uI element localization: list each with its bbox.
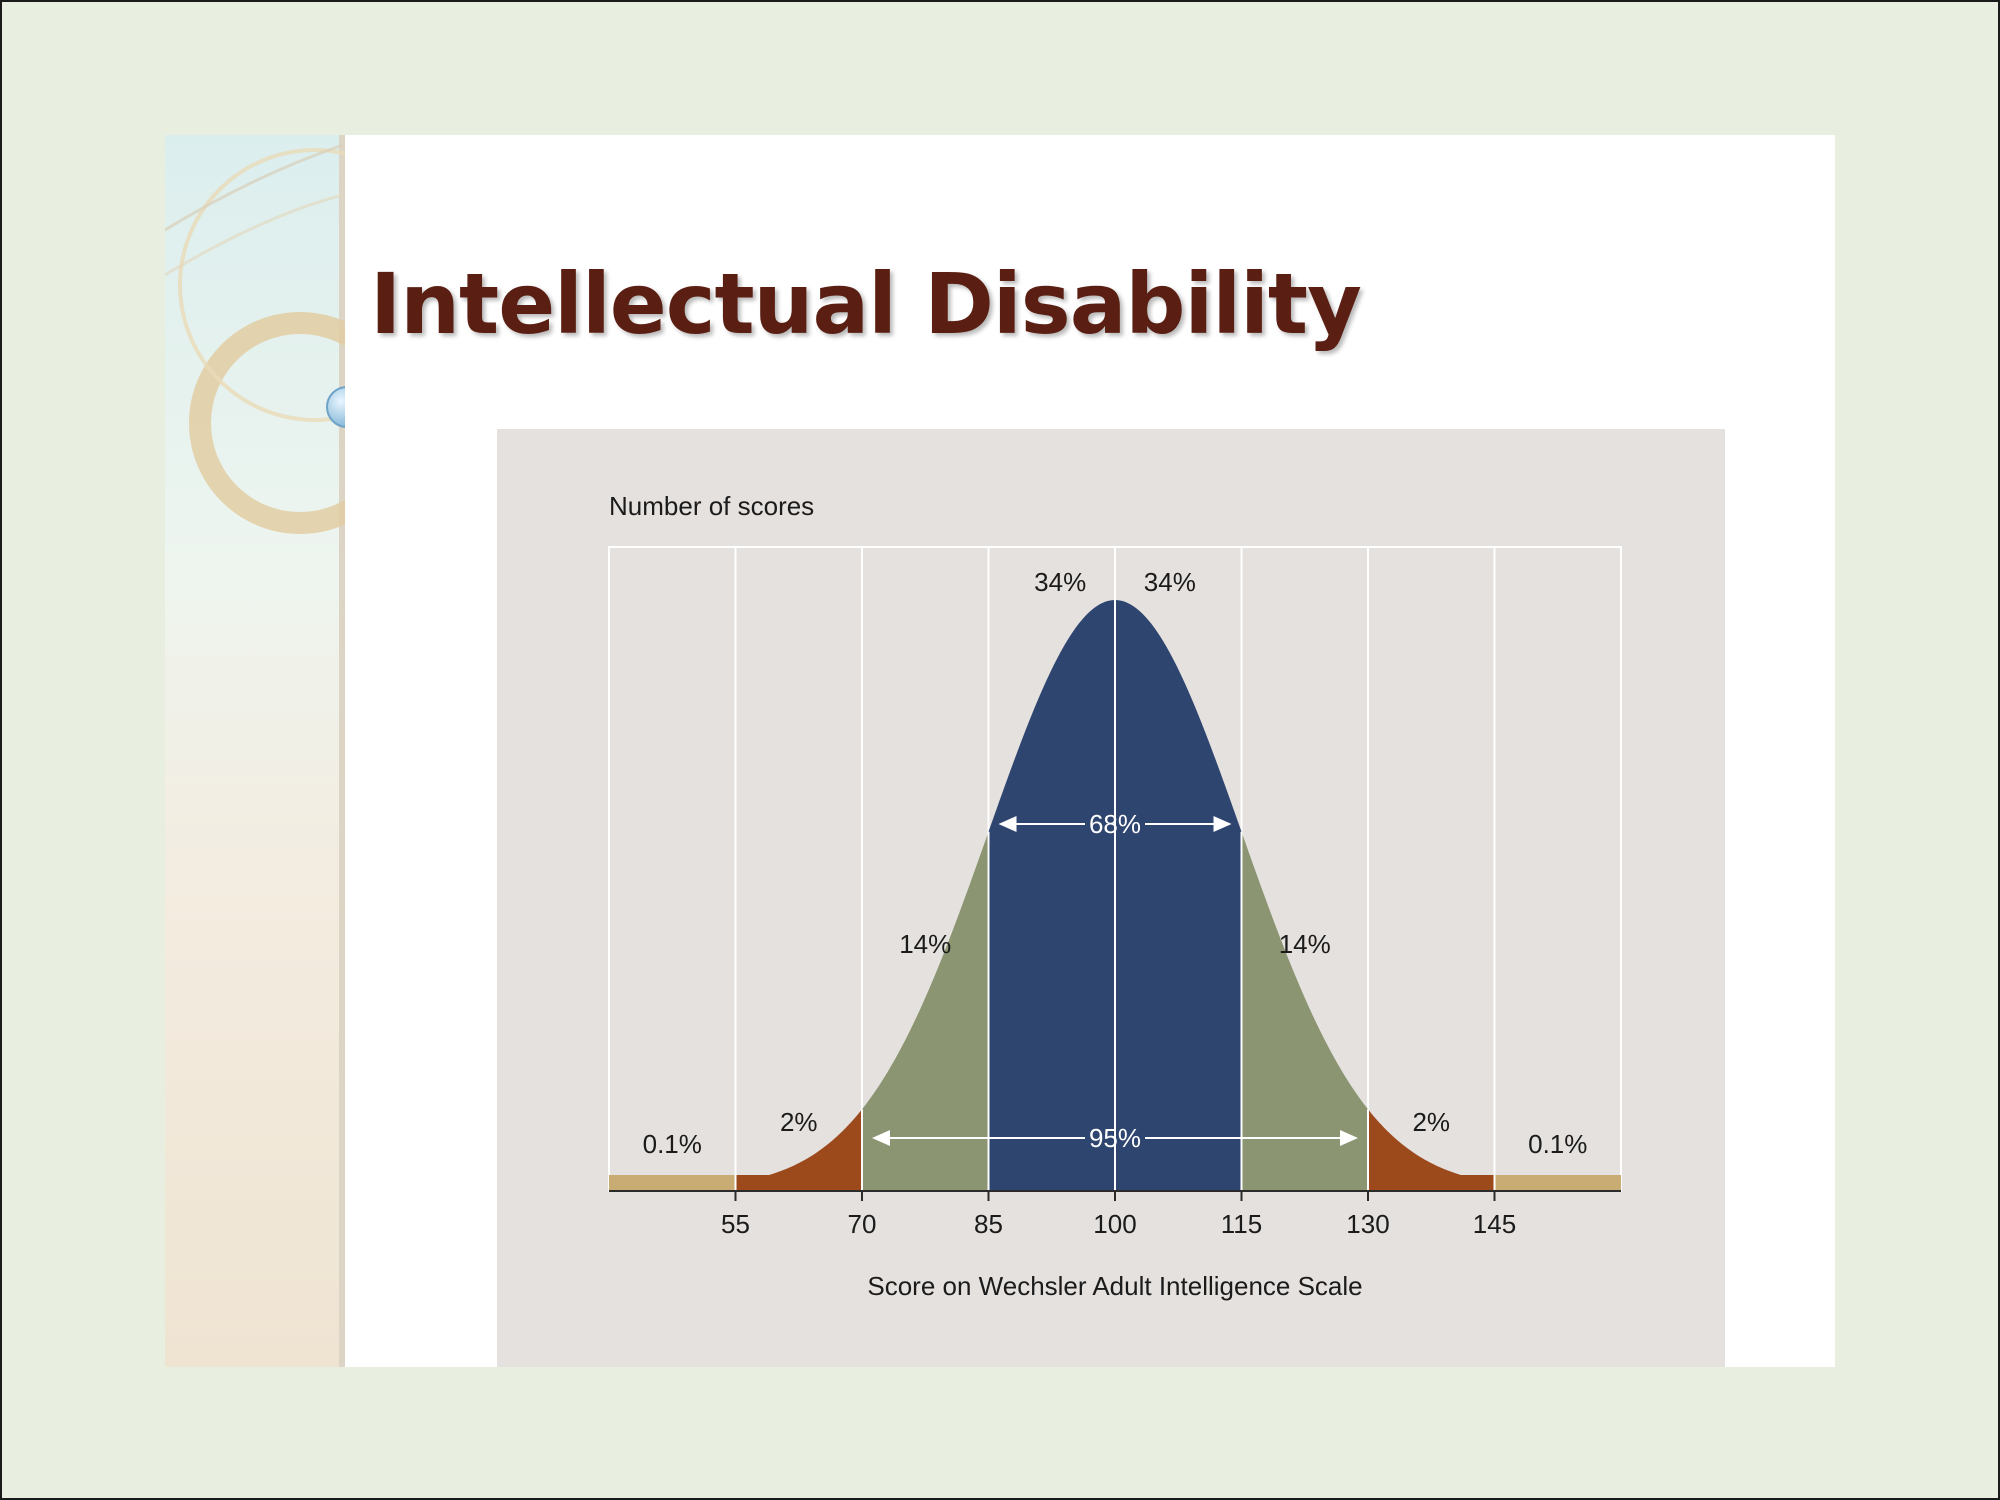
decorative-swirl-graphic: [165, 135, 345, 1367]
curve-segment-2: [735, 1109, 862, 1191]
curve-segment-4: [988, 600, 1115, 1191]
tick-label-70: 70: [848, 1209, 877, 1239]
tick-label-85: 85: [974, 1209, 1003, 1239]
tick-label-145: 145: [1473, 1209, 1516, 1239]
y-axis-label: Number of scores: [609, 491, 814, 521]
slide: Intellectual Disability 55 70 85 100 115 130 1…: [165, 135, 1835, 1367]
tick-label-130: 130: [1346, 1209, 1389, 1239]
tick-label-100: 100: [1093, 1209, 1136, 1239]
annotation-label-1: 68%: [1089, 809, 1141, 839]
segment-percent-label-4: 34%: [1034, 567, 1086, 597]
annotation-arrow-left-2: [872, 1130, 890, 1146]
segment-percent-label-2: 2%: [780, 1107, 818, 1137]
tick-label-55: 55: [721, 1209, 750, 1239]
curve-segment-8: [1494, 1175, 1621, 1191]
segment-percent-label-3: 14%: [899, 929, 951, 959]
tick-label-115: 115: [1221, 1209, 1262, 1239]
normal-distribution-chart: 55 70 85 100 115 130 145 Number of scores Score …: [608, 491, 1622, 1301]
annotation-arrow-right-2: [1340, 1130, 1358, 1146]
chart-panel: 55 70 85 100 115 130 145 Number of scores Score …: [497, 429, 1725, 1367]
segment-percent-label-7: 2%: [1412, 1107, 1450, 1137]
annotation-arrow-left-1: [998, 816, 1017, 832]
curve-segment-3: [862, 831, 989, 1191]
slide-title: Intellectual Disability: [370, 255, 1362, 353]
curve-segment-6: [1241, 831, 1368, 1191]
segment-percent-label-1: 0.1%: [643, 1129, 702, 1159]
segment-percent-label-8: 0.1%: [1528, 1129, 1587, 1159]
annotation-label-2: 95%: [1089, 1123, 1141, 1153]
x-axis-label: Score on Wechsler Adult Intelligence Sca…: [867, 1271, 1362, 1301]
curve-segment-5: [1115, 600, 1242, 1191]
curve-segment-1: [609, 1175, 736, 1191]
segment-percent-label-5: 34%: [1144, 567, 1196, 597]
segment-percent-label-6: 14%: [1279, 929, 1331, 959]
curve-segment-7: [1368, 1109, 1495, 1191]
bubble-icon: [326, 386, 345, 428]
annotation-arrow-right-1: [1213, 816, 1232, 832]
